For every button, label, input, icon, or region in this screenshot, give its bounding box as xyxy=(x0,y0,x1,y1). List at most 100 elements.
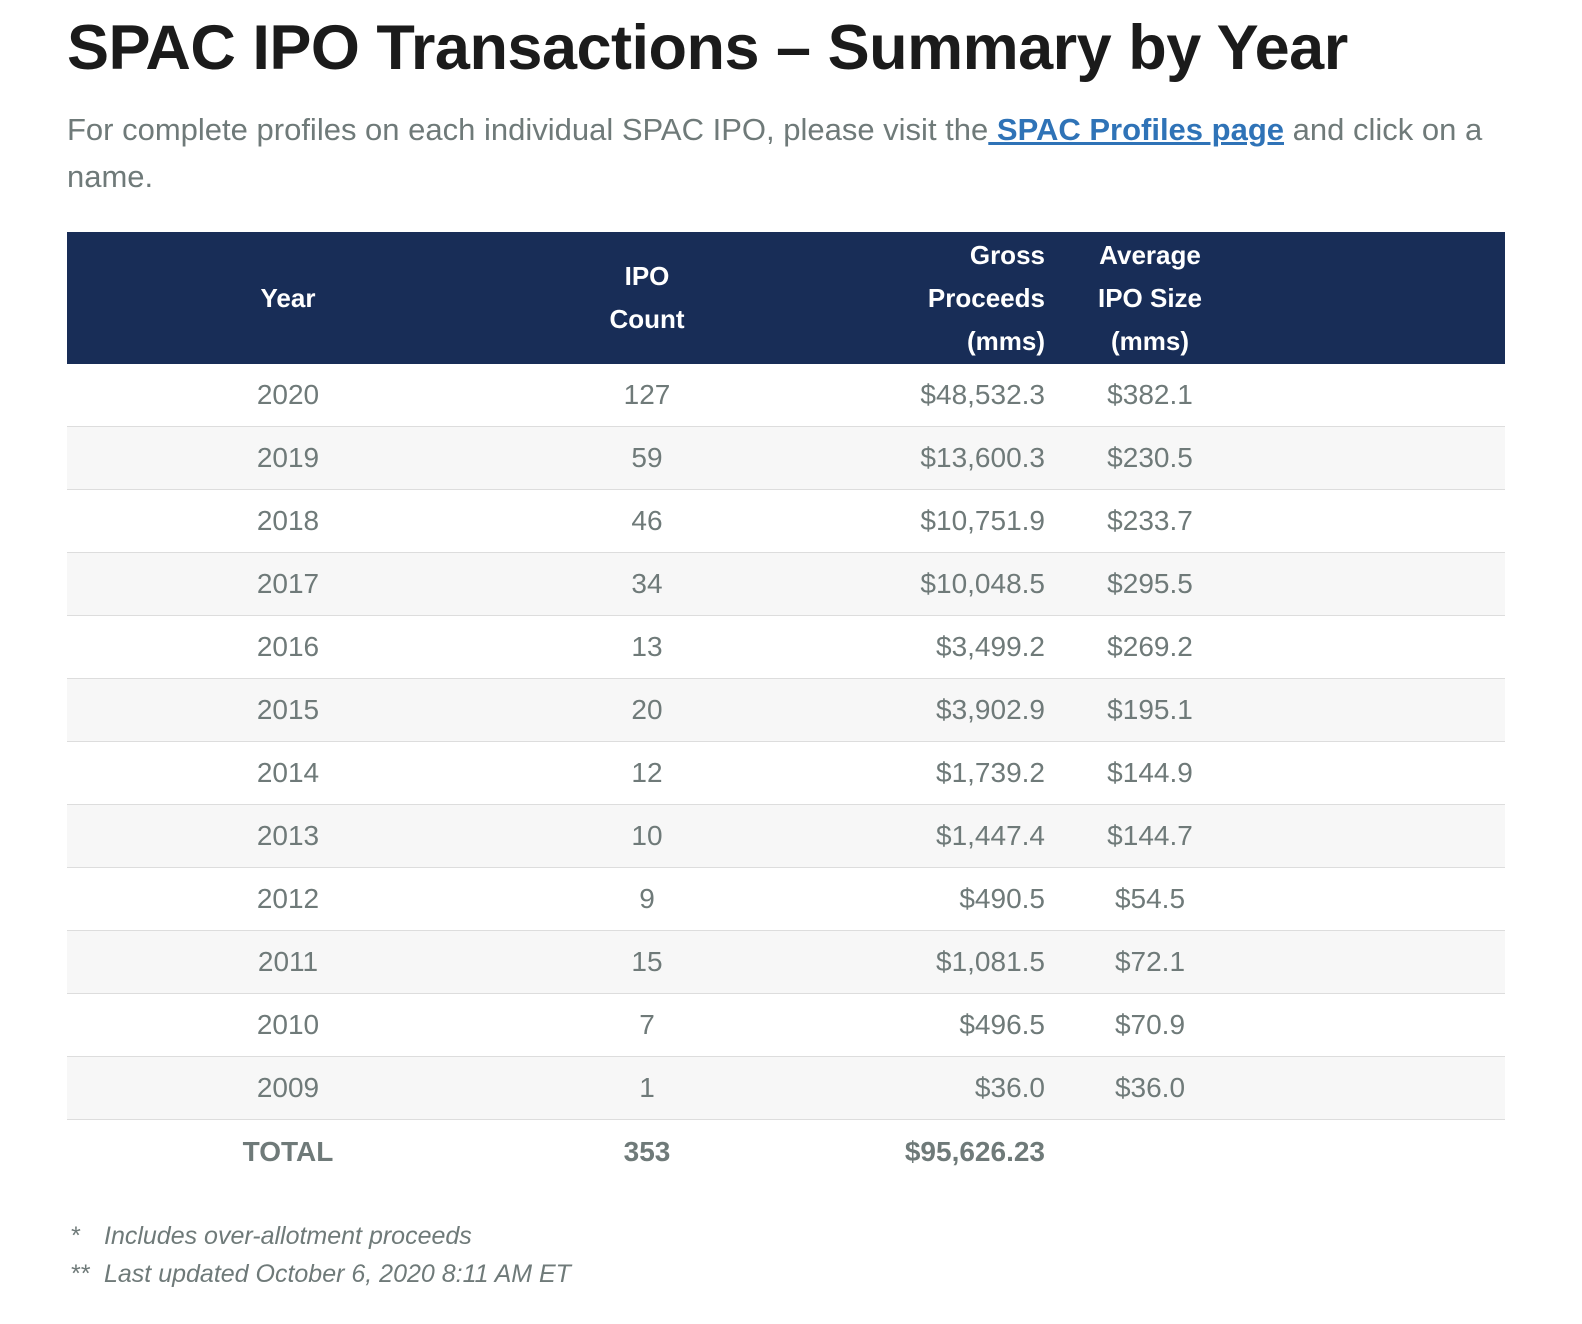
cell-gross-proceeds: $10,751.9 xyxy=(785,489,1045,553)
cell-ipo-count: 46 xyxy=(509,489,785,553)
cell-spacer xyxy=(1255,993,1505,1057)
header-gross-proceeds: Gross Proceeds (mms) xyxy=(785,232,1045,364)
cell-gross-proceeds: $496.5 xyxy=(785,993,1045,1057)
cell-spacer xyxy=(1255,552,1505,616)
table-row: 2020 127 $48,532.3 $382.1 xyxy=(67,364,1505,427)
cell-average-ipo-size: $72.1 xyxy=(1045,930,1255,994)
summary-table: Year IPO Count Gross Proceeds (mms) Aver… xyxy=(67,232,1505,1184)
cell-average-ipo-size: $269.2 xyxy=(1045,615,1255,679)
cell-year: 2010 xyxy=(67,993,509,1057)
header-ipo-count: IPO Count xyxy=(509,232,785,364)
cell-average-ipo-size: $144.9 xyxy=(1045,741,1255,805)
table-footer: TOTAL 353 $95,626.23 xyxy=(67,1119,1505,1184)
cell-gross-proceeds: $10,048.5 xyxy=(785,552,1045,616)
cell-ipo-count: 9 xyxy=(509,867,785,931)
intro-text-after: and click on a name. xyxy=(67,112,1483,194)
cell-gross-proceeds: $490.5 xyxy=(785,867,1045,931)
cell-year: 2019 xyxy=(67,426,509,490)
cell-gross-proceeds: $1,739.2 xyxy=(785,741,1045,805)
cell-gross-proceeds: $3,499.2 xyxy=(785,615,1045,679)
table-row: 2014 12 $1,739.2 $144.9 xyxy=(67,741,1505,805)
cell-average-ipo-size: $144.7 xyxy=(1045,804,1255,868)
cell-average-ipo-size: $195.1 xyxy=(1045,678,1255,742)
spac-profiles-link[interactable]: SPAC Profiles page xyxy=(988,112,1285,147)
header-avg-line1: Average xyxy=(1099,239,1201,270)
table-row: 2017 34 $10,048.5 $295.5 xyxy=(67,552,1505,616)
total-average-empty xyxy=(1045,1119,1255,1184)
header-ipo-count-line1: IPO xyxy=(624,261,670,291)
cell-year: 2015 xyxy=(67,678,509,742)
cell-ipo-count: 20 xyxy=(509,678,785,742)
table-row: 2013 10 $1,447.4 $144.7 xyxy=(67,804,1505,868)
cell-ipo-count: 7 xyxy=(509,993,785,1057)
header-average-ipo-size: Average IPO Size (mms) xyxy=(1045,232,1255,364)
cell-spacer xyxy=(1255,1056,1505,1120)
cell-average-ipo-size: $70.9 xyxy=(1045,993,1255,1057)
footnote-text: Last updated October 6, 2020 8:11 AM ET xyxy=(104,1260,571,1288)
table-row: 2010 7 $496.5 $70.9 xyxy=(67,993,1505,1057)
cell-ipo-count: 1 xyxy=(509,1056,785,1120)
cell-ipo-count: 13 xyxy=(509,615,785,679)
cell-gross-proceeds: $48,532.3 xyxy=(785,364,1045,427)
table-row: 2016 13 $3,499.2 $269.2 xyxy=(67,615,1505,679)
footnote-mark: * xyxy=(70,1222,80,1250)
footnote: * Includes over-allotment proceeds xyxy=(70,1217,571,1255)
cell-year: 2013 xyxy=(67,804,509,868)
cell-gross-proceeds: $1,447.4 xyxy=(785,804,1045,868)
cell-spacer xyxy=(1255,741,1505,805)
cell-spacer xyxy=(1255,426,1505,490)
cell-ipo-count: 12 xyxy=(509,741,785,805)
cell-year: 2014 xyxy=(67,741,509,805)
cell-gross-proceeds: $36.0 xyxy=(785,1056,1045,1120)
cell-gross-proceeds: $3,902.9 xyxy=(785,678,1045,742)
footnotes: * Includes over-allotment proceeds ** Last… xyxy=(70,1217,571,1293)
cell-gross-proceeds: $1,081.5 xyxy=(785,930,1045,994)
cell-average-ipo-size: $295.5 xyxy=(1045,552,1255,616)
cell-average-ipo-size: $36.0 xyxy=(1045,1056,1255,1120)
cell-year: 2016 xyxy=(67,615,509,679)
table-row: 2018 46 $10,751.9 $233.7 xyxy=(67,489,1505,553)
cell-year: 2011 xyxy=(67,930,509,994)
cell-average-ipo-size: $230.5 xyxy=(1045,426,1255,490)
cell-average-ipo-size: $382.1 xyxy=(1045,364,1255,427)
cell-year: 2018 xyxy=(67,489,509,553)
cell-ipo-count: 15 xyxy=(509,930,785,994)
header-avg-line2: IPO Size xyxy=(1097,282,1203,313)
table-row: 2009 1 $36.0 $36.0 xyxy=(67,1056,1505,1120)
cell-spacer xyxy=(1255,804,1505,868)
table-row: 2011 15 $1,081.5 $72.1 xyxy=(67,930,1505,994)
cell-spacer xyxy=(1255,615,1505,679)
header-gross-line1: Gross xyxy=(969,239,1045,270)
intro-text: For complete profiles on each individual… xyxy=(67,106,1507,200)
table-row: 2012 9 $490.5 $54.5 xyxy=(67,867,1505,931)
header-gross-line3: (mms) xyxy=(966,325,1045,356)
cell-average-ipo-size: $54.5 xyxy=(1045,867,1255,931)
total-gross-proceeds: $95,626.23 xyxy=(785,1119,1045,1184)
header-spacer xyxy=(1255,232,1505,364)
header-year: Year xyxy=(67,232,509,364)
cell-spacer xyxy=(1255,678,1505,742)
table-body: 2020 127 $48,532.3 $382.1 2019 59 $13,60… xyxy=(67,364,1505,1120)
cell-ipo-count: 10 xyxy=(509,804,785,868)
header-gross-line2: Proceeds xyxy=(927,282,1045,313)
page-title: SPAC IPO Transactions – Summary by Year xyxy=(67,13,1348,83)
cell-ipo-count: 59 xyxy=(509,426,785,490)
cell-year: 2012 xyxy=(67,867,509,931)
total-label: TOTAL xyxy=(67,1119,509,1184)
cell-spacer xyxy=(1255,364,1505,427)
cell-ipo-count: 127 xyxy=(509,364,785,427)
cell-year: 2017 xyxy=(67,552,509,616)
footnote: ** Last updated October 6, 2020 8:11 AM E… xyxy=(70,1255,571,1293)
header-avg-line3: (mms) xyxy=(1110,325,1189,356)
table-row: 2019 59 $13,600.3 $230.5 xyxy=(67,426,1505,490)
total-ipo-count: 353 xyxy=(509,1119,785,1184)
cell-spacer xyxy=(1255,489,1505,553)
cell-year: 2020 xyxy=(67,364,509,427)
cell-gross-proceeds: $13,600.3 xyxy=(785,426,1045,490)
cell-year: 2009 xyxy=(67,1056,509,1120)
cell-average-ipo-size: $233.7 xyxy=(1045,489,1255,553)
total-row: TOTAL 353 $95,626.23 xyxy=(67,1119,1505,1184)
cell-ipo-count: 34 xyxy=(509,552,785,616)
cell-spacer xyxy=(1255,930,1505,994)
